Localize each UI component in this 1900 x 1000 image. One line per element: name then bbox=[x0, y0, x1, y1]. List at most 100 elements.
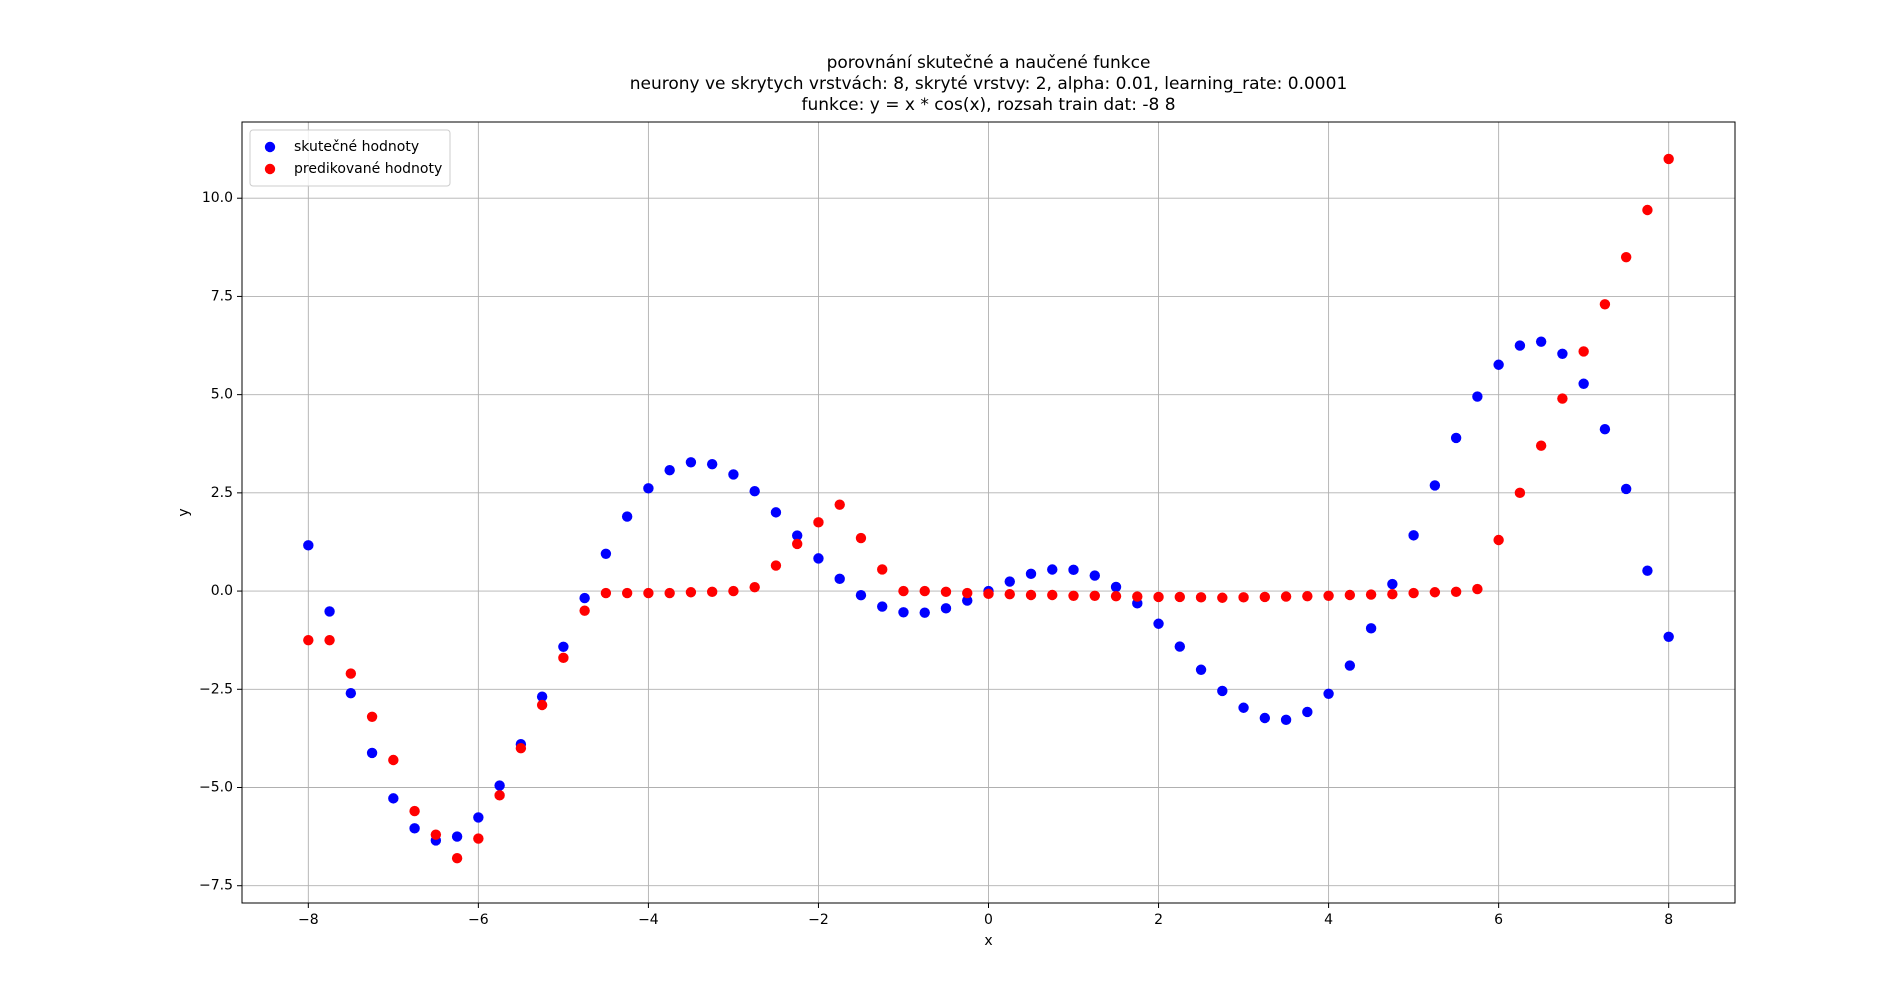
point bbox=[770, 507, 782, 518]
point bbox=[1217, 685, 1228, 697]
x-tick-label: 6 bbox=[1494, 912, 1503, 928]
point bbox=[813, 517, 824, 528]
point bbox=[1450, 586, 1462, 598]
point bbox=[1450, 432, 1462, 444]
point bbox=[1663, 631, 1674, 642]
point bbox=[643, 483, 654, 494]
plot-frame bbox=[241, 121, 1736, 904]
series bbox=[303, 153, 1674, 864]
point bbox=[1429, 587, 1441, 598]
point bbox=[940, 586, 952, 598]
chart-title: porovnání skutečné a naučené funkce bbox=[827, 53, 1151, 73]
legend-box bbox=[249, 129, 451, 187]
point bbox=[1323, 688, 1334, 700]
point bbox=[1365, 623, 1377, 634]
x-tick-label: 0 bbox=[984, 912, 993, 928]
point bbox=[345, 688, 357, 699]
y-tick-label: −2.5 bbox=[199, 681, 233, 697]
x-tick-label: −6 bbox=[468, 912, 489, 928]
point bbox=[1620, 251, 1632, 263]
point bbox=[962, 595, 973, 606]
point bbox=[1578, 346, 1589, 357]
y-tick-label: 7.5 bbox=[211, 288, 233, 304]
point bbox=[877, 601, 888, 612]
point bbox=[749, 486, 760, 497]
y-tick-label: 2.5 bbox=[211, 485, 233, 501]
point bbox=[1025, 589, 1037, 601]
point bbox=[1344, 589, 1356, 601]
point bbox=[1047, 589, 1058, 601]
point bbox=[1472, 391, 1483, 402]
point bbox=[1302, 706, 1313, 718]
point bbox=[409, 805, 420, 817]
point bbox=[621, 511, 633, 522]
point bbox=[494, 790, 505, 801]
point bbox=[366, 711, 378, 722]
point bbox=[685, 457, 697, 468]
point bbox=[834, 499, 845, 510]
point bbox=[1068, 590, 1079, 601]
point bbox=[877, 564, 888, 575]
point bbox=[1620, 483, 1632, 495]
point bbox=[1153, 618, 1164, 629]
x-tick-label: −2 bbox=[808, 912, 829, 928]
point bbox=[1514, 340, 1526, 351]
point bbox=[536, 691, 548, 702]
point bbox=[749, 581, 760, 593]
point bbox=[791, 530, 803, 541]
point bbox=[1110, 590, 1122, 602]
point bbox=[303, 540, 314, 551]
x-tick-label: 4 bbox=[1324, 912, 1333, 928]
point bbox=[728, 585, 739, 597]
point bbox=[1047, 564, 1058, 575]
x-tick-label: 8 bbox=[1664, 912, 1673, 928]
x-tick-label: −4 bbox=[638, 912, 659, 928]
point bbox=[1408, 530, 1419, 541]
legend-marker bbox=[264, 163, 276, 175]
x-axis-label: x bbox=[984, 933, 992, 949]
point bbox=[1387, 578, 1398, 590]
point bbox=[1557, 393, 1568, 404]
point bbox=[1153, 591, 1164, 603]
point bbox=[1493, 359, 1504, 370]
point bbox=[1004, 589, 1015, 600]
point bbox=[515, 743, 527, 754]
point bbox=[1408, 587, 1419, 599]
series bbox=[303, 336, 1674, 846]
point bbox=[1557, 348, 1568, 359]
point bbox=[855, 590, 867, 601]
point bbox=[940, 603, 952, 614]
y-tick-label: 5.0 bbox=[211, 387, 233, 403]
point bbox=[664, 464, 675, 476]
y-tick-label: 0.0 bbox=[211, 583, 233, 599]
point bbox=[1217, 592, 1228, 603]
point bbox=[685, 587, 697, 598]
point bbox=[558, 652, 569, 664]
point bbox=[834, 573, 845, 585]
point bbox=[770, 560, 782, 571]
point bbox=[1238, 592, 1249, 603]
point bbox=[388, 754, 399, 766]
point bbox=[1238, 702, 1249, 713]
point bbox=[324, 634, 335, 646]
point bbox=[451, 831, 463, 842]
point bbox=[919, 585, 930, 597]
point bbox=[1535, 336, 1547, 347]
point bbox=[1195, 664, 1207, 675]
point bbox=[1323, 590, 1334, 601]
point bbox=[1280, 714, 1292, 726]
point bbox=[1599, 299, 1611, 310]
point bbox=[1259, 712, 1271, 724]
point bbox=[430, 829, 442, 840]
point bbox=[388, 793, 399, 804]
point bbox=[1472, 583, 1483, 595]
y-axis-label: y bbox=[176, 508, 192, 516]
point bbox=[1514, 487, 1526, 499]
point bbox=[728, 469, 739, 480]
x-tick-label: 2 bbox=[1154, 912, 1163, 928]
point bbox=[706, 458, 718, 470]
point bbox=[1004, 576, 1015, 587]
point bbox=[1663, 153, 1674, 165]
point bbox=[345, 668, 357, 679]
point bbox=[473, 833, 484, 844]
